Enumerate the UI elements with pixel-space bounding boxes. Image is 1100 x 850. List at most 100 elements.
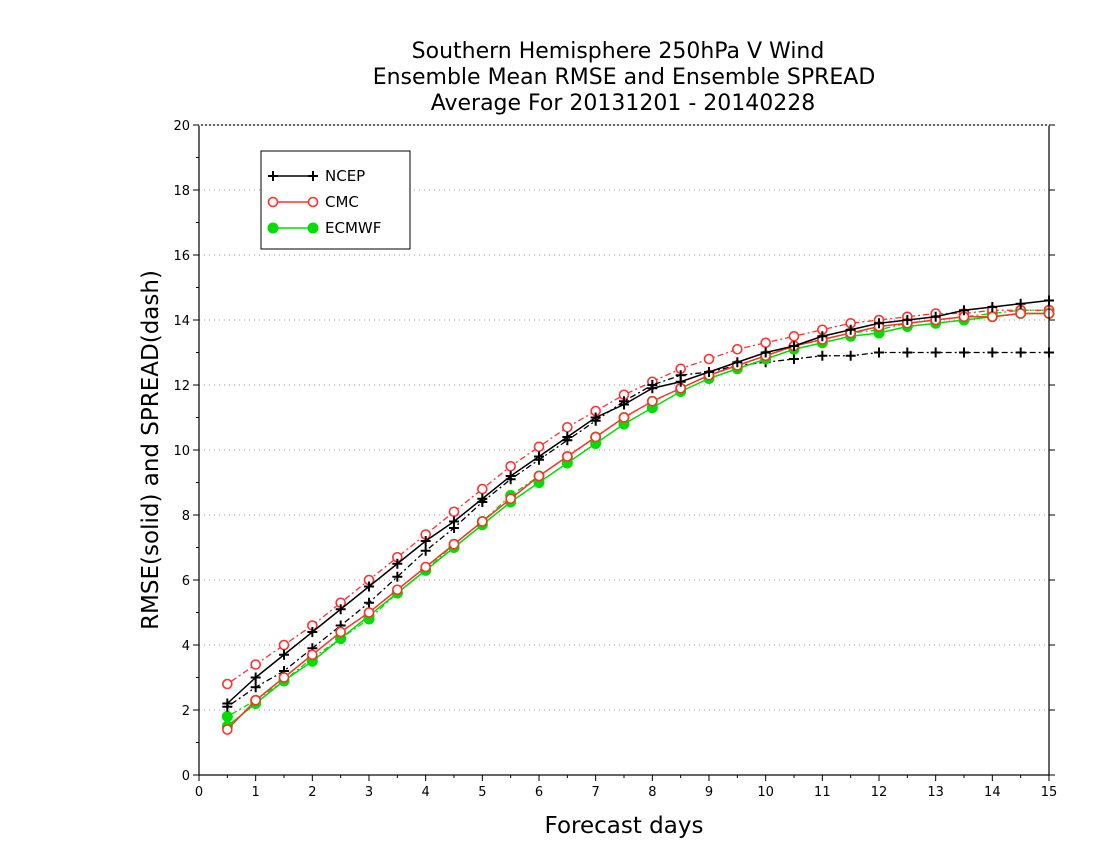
legend-label-ncep: NCEP xyxy=(325,167,365,185)
cmc-spread-point xyxy=(250,659,261,670)
ncep-spread-point xyxy=(817,350,828,361)
x-tick-label: 4 xyxy=(422,785,430,800)
x-tick-label: 14 xyxy=(984,785,1001,800)
y-tick-label: 6 xyxy=(182,574,190,589)
legend-box xyxy=(260,150,411,250)
ncep-spread-point xyxy=(845,350,856,361)
ecmwf-spread-point xyxy=(221,711,233,722)
ncep-rmse-point xyxy=(477,493,488,504)
ncep-rmse-point xyxy=(930,311,941,322)
cmc-spread-point xyxy=(477,483,488,495)
y-tick-label: 14 xyxy=(173,314,190,329)
ncep-rmse-point xyxy=(505,471,516,481)
ncep-spread-point xyxy=(930,347,941,358)
ncep-spread-point xyxy=(987,347,998,358)
legend: NCEP CMC ECMWF xyxy=(260,150,411,250)
legend-marker-ecmwf xyxy=(307,222,319,234)
ncep-rmse-point xyxy=(959,305,969,316)
legend-label-cmc: CMC xyxy=(325,193,359,211)
ncep-rmse-point xyxy=(392,558,403,569)
ncep-rmse-point xyxy=(279,649,289,660)
cmc-spread-point xyxy=(222,678,233,690)
cmc-rmse-point xyxy=(987,311,998,323)
y-tick-label: 2 xyxy=(182,704,190,719)
y-tick-label: 20 xyxy=(173,119,190,134)
x-tick-label: 10 xyxy=(757,785,774,800)
ncep-rmse-point xyxy=(619,399,629,410)
x-tick-label: 11 xyxy=(814,785,831,800)
chart-title: Southern Hemisphere 250hPa V Wind Ensemb… xyxy=(373,39,876,116)
x-tick-label: 6 xyxy=(535,785,543,800)
x-tick-label: 9 xyxy=(705,785,713,800)
ncep-spread-line xyxy=(226,351,1049,708)
title-line-1: Southern Hemisphere 250hPa V Wind xyxy=(412,39,825,64)
ncep-rmse-point xyxy=(562,432,573,442)
cmc-rmse-point xyxy=(278,672,290,683)
ncep-rmse-point xyxy=(335,604,346,615)
legend-marker-cmc xyxy=(267,196,279,208)
ncep-rmse-point xyxy=(647,383,658,394)
ncep-spread-point xyxy=(392,571,403,582)
ncep-spread-point xyxy=(874,347,884,358)
ncep-rmse-point xyxy=(817,331,828,342)
x-tick-label: 12 xyxy=(871,785,888,800)
cmc-spread-point xyxy=(562,421,573,433)
cmc-spread-point xyxy=(732,343,743,355)
cmc-rmse-point xyxy=(590,431,601,443)
ncep-spread-point xyxy=(250,682,261,693)
ncep-rmse-point xyxy=(364,581,374,592)
cmc-rmse-point xyxy=(335,626,346,638)
x-tick-label: 2 xyxy=(308,785,316,800)
cmc-rmse-point xyxy=(250,694,261,706)
ncep-rmse-point xyxy=(845,324,856,335)
x-tick-label: 5 xyxy=(478,785,486,800)
y-tick-label: 10 xyxy=(173,444,190,459)
ncep-rmse-point xyxy=(874,318,884,329)
ncep-rmse-point xyxy=(307,627,318,637)
ncep-rmse-point xyxy=(789,341,799,351)
cmc-rmse-point xyxy=(392,584,403,596)
x-tick-label: 0 xyxy=(195,785,203,800)
ncep-rmse-point xyxy=(704,367,714,377)
ncep-rmse-point xyxy=(902,315,913,325)
ecmwf-rmse-line xyxy=(226,312,1049,727)
y-axis-label: RMSE(solid) and SPREAD(dash) xyxy=(138,270,164,630)
ncep-spread-point xyxy=(1015,347,1026,358)
y-tick-label: 0 xyxy=(182,769,190,784)
cmc-spread-point xyxy=(533,441,545,453)
ncep-rmse-point xyxy=(420,536,431,546)
x-tick-label: 3 xyxy=(365,785,373,800)
ncep-rmse-point xyxy=(732,357,743,368)
x-axis-label: Forecast days xyxy=(545,813,704,839)
cmc-rmse-point xyxy=(505,493,516,505)
cmc-spread-point xyxy=(760,337,771,349)
ncep-rmse-point xyxy=(534,451,544,462)
x-tick-label: 15 xyxy=(1041,785,1058,800)
grid xyxy=(199,189,1049,711)
title-line-2: Ensemble Mean RMSE and Ensemble SPREAD xyxy=(373,65,876,90)
y-tick-label: 12 xyxy=(173,379,190,394)
ncep-rmse-point xyxy=(590,412,601,423)
legend-marker-cmc xyxy=(307,196,319,208)
cmc-rmse-point xyxy=(420,561,431,573)
legend-marker-ncep xyxy=(308,171,318,181)
ncep-rmse-point xyxy=(987,302,998,312)
cmc-rmse-point xyxy=(647,395,658,407)
y-tick-label: 18 xyxy=(173,184,190,199)
ncep-rmse-point xyxy=(760,347,771,358)
legend-marker-ncep xyxy=(268,171,278,181)
cmc-spread-line xyxy=(226,309,1049,685)
ncep-rmse-line xyxy=(226,299,1050,705)
ncep-spread-point xyxy=(959,347,969,358)
ncep-rmse-point xyxy=(449,516,459,527)
x-tick-label: 13 xyxy=(927,785,944,800)
cmc-spread-point xyxy=(788,330,800,342)
y-tick-label: 8 xyxy=(182,509,190,524)
x-tick-label: 8 xyxy=(648,785,656,800)
y-tick-label: 16 xyxy=(173,249,190,264)
cmc-rmse-point xyxy=(1015,308,1026,319)
cmc-rmse-point xyxy=(477,516,488,527)
cmc-spread-point xyxy=(278,639,290,651)
